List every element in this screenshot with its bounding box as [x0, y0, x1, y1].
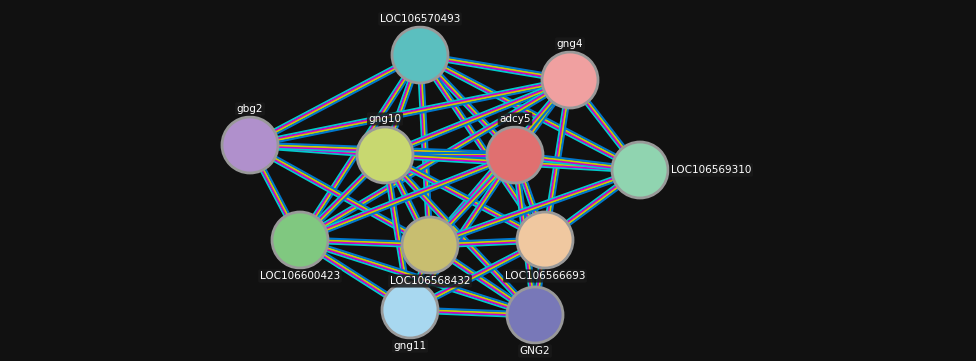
Text: gng11: gng11 — [393, 341, 427, 351]
Circle shape — [392, 27, 448, 83]
Circle shape — [382, 282, 438, 338]
Text: LOC106600423: LOC106600423 — [260, 271, 340, 281]
Text: LOC106569310: LOC106569310 — [671, 165, 752, 175]
Text: gng10: gng10 — [369, 114, 401, 124]
Text: LOC106568432: LOC106568432 — [389, 276, 470, 286]
Text: LOC106570493: LOC106570493 — [380, 14, 461, 24]
Text: gng4: gng4 — [556, 39, 584, 49]
Circle shape — [272, 212, 328, 268]
Text: LOC106566693: LOC106566693 — [505, 271, 586, 281]
Text: GNG2: GNG2 — [519, 346, 550, 356]
Text: gbg2: gbg2 — [237, 104, 264, 114]
Circle shape — [357, 127, 413, 183]
Circle shape — [612, 142, 668, 198]
Circle shape — [542, 52, 598, 108]
Circle shape — [402, 217, 458, 273]
Text: adcy5: adcy5 — [500, 114, 531, 124]
Circle shape — [507, 287, 563, 343]
Circle shape — [487, 127, 543, 183]
Circle shape — [517, 212, 573, 268]
Circle shape — [222, 117, 278, 173]
